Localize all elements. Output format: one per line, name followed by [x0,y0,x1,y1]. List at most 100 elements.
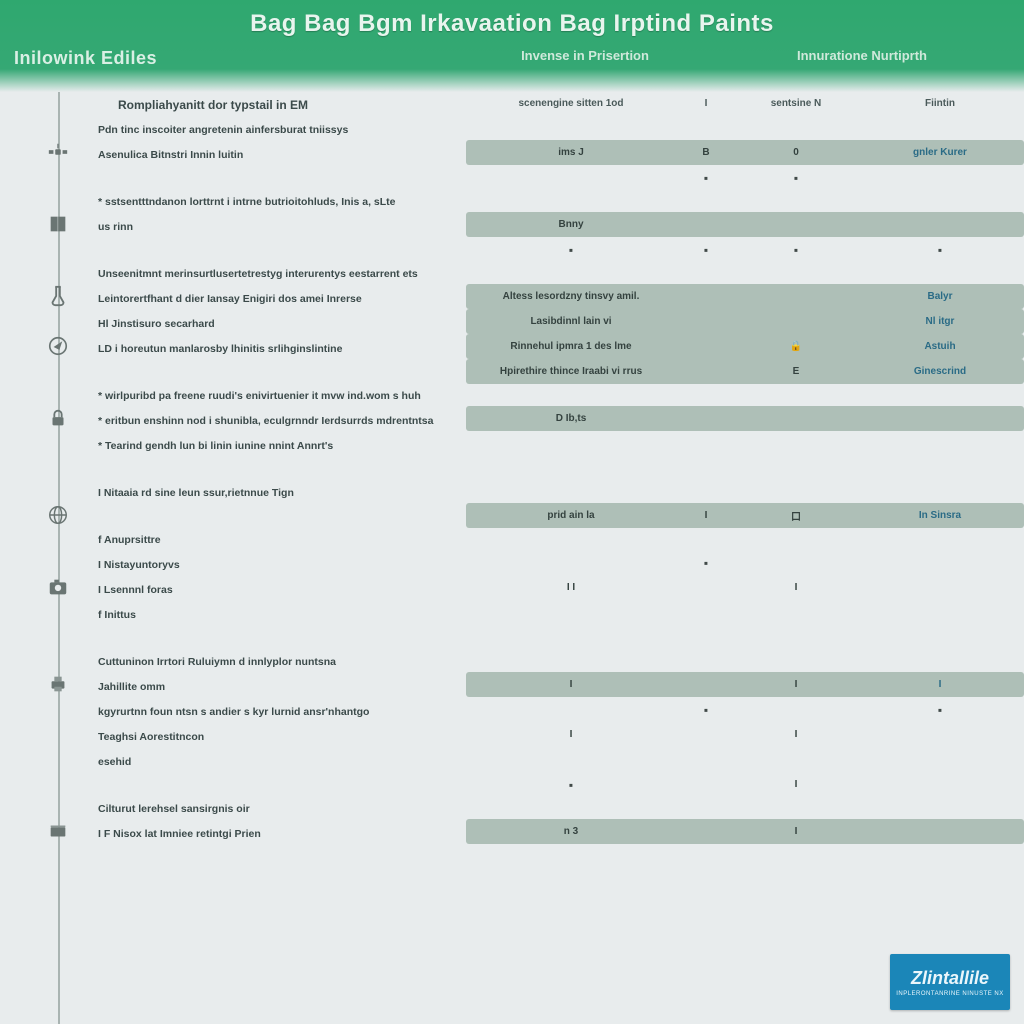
col-header-a: scenengine sitten 1od [466,98,676,109]
brand-badge-main: Zlintallile [911,968,989,989]
left-column: Rompliahyanitt dor typstail in EMPdn tin… [0,92,466,1024]
cell-c: I [736,779,856,790]
value-row: Rinnehul ipmra 1 des lme🔒Astuih [466,334,1024,359]
cell-c: 0 [736,147,856,158]
col-header-d: Fiintin [856,98,1024,109]
subhead-right: Innuratione Nurtiprth [710,48,1014,69]
row-label: I F Nisox lat Imniee retintgi Prien [78,828,458,840]
row-label: f Inittus [78,609,458,621]
row-label: * wirlpuribd pa freene ruudi's enivirtue… [78,390,458,402]
cell-c: I [736,679,856,690]
table-row: * Tearind gendh lun bi linin iunine nnin… [78,434,458,459]
row-label: Pdn tinc inscoiter angretenin ainfersbur… [78,124,458,136]
cell-a: prid ain la [466,510,676,521]
table-row: f Inittus [78,603,458,628]
row-label: Hl Jinstisuro secarhard [78,318,458,330]
brand-badge: Zlintallile INPLERONTANRINE NINUSTE NX [890,954,1010,1010]
value-row: ▪▪ [466,165,1024,190]
brand-badge-sub: INPLERONTANRINE NINUSTE NX [896,991,1004,997]
table-row: Asenulica Bitnstri Innin luitin [78,143,458,168]
cell-a: I I [466,582,676,593]
col-header-c: sentsine N [736,98,856,109]
row-label: Leintorertfhant d dier Iansay Enigiri do… [78,293,458,305]
table-row: LD i horeutun manlarosby lhinitis srlihg… [78,337,458,362]
cell-b: I [676,510,736,521]
cell-a: ▪ [466,778,676,792]
cell-c: I [736,729,856,740]
cell-c: 🔒 [736,341,856,352]
right-column: scenengine sitten 1od I sentsine N Fiint… [466,92,1024,1024]
value-row: ims JB0gnler Kurer [466,140,1024,165]
subhead-row: Inilowink Ediles Invense in Prisertion I… [0,48,1024,69]
row-label: esehid [78,756,458,768]
table-row: kgyrurtnn foun ntsn s andier s kyr lurni… [78,700,458,725]
cell-a: D Ib,ts [466,413,676,424]
value-row [466,747,1024,772]
book-icon [44,210,72,238]
scanner-icon [44,817,72,845]
table-row: Unseenitmnt merinsurtlusertetrestyg inte… [78,262,458,287]
cell-c: E [736,366,856,377]
cell-b: ▪ [676,243,736,257]
cell-d: In Sinsra [856,510,1024,521]
header-banner: Bag Bag Bgm Irkavaation Bag Irptind Pain… [0,0,1024,92]
value-row: ▪I [466,772,1024,797]
table-row: Cilturut lerehsel sansirgnis oir [78,797,458,822]
table-row: Jahillite omm [78,675,458,700]
table-row: I Lsennnl foras [78,578,458,603]
compass-icon [44,332,72,360]
cell-b: ▪ [676,556,736,570]
subhead-mid: Invense in Prisertion [460,48,710,69]
cell-c: I [736,582,856,593]
satellite-icon [44,138,72,166]
printer-icon [44,670,72,698]
table-row: Leintorertfhant d dier Iansay Enigiri do… [78,287,458,312]
row-label: us rinn [78,221,458,233]
table-row: * wirlpuribd pa freene ruudi's enivirtue… [78,384,458,409]
table-row: Hl Jinstisuro secarhard [78,312,458,337]
table-area: Rompliahyanitt dor typstail in EMPdn tin… [0,92,1024,1024]
cell-c: 口 [736,508,856,523]
value-row: Hpirethire thince Iraabi vi rrusEGinescr… [466,359,1024,384]
row-label: I Lsennnl foras [78,584,458,596]
value-row: II [466,722,1024,747]
row-label: Unseenitmnt merinsurtlusertetrestyg inte… [78,268,458,280]
page-title: Bag Bag Bgm Irkavaation Bag Irptind Pain… [0,6,1024,38]
table-row: Cuttuninon Irrtori Ruluiymn d innlyplor … [78,650,458,675]
cell-a: Hpirethire thince Iraabi vi rrus [466,366,676,377]
cell-d: I [856,679,1024,690]
cell-b: ▪ [676,171,736,185]
value-row [466,625,1024,650]
cell-b: ▪ [676,703,736,717]
cell-d: Balyr [856,291,1024,302]
cell-a: Lasibdinnl lain vi [466,316,676,327]
table-row: Pdn tinc inscoiter angretenin ainfersbur… [78,118,458,143]
cell-d: Astuih [856,341,1024,352]
globe-icon [44,501,72,529]
table-row: I F Nisox lat Imniee retintgi Prien [78,822,458,847]
column-header-row: scenengine sitten 1od I sentsine N Fiint… [466,92,1024,114]
cell-d: Nl itgr [856,316,1024,327]
value-row [466,844,1024,869]
table-row: * eritbun enshinn nod i shunibla, eculgr… [78,409,458,434]
value-row: III [466,672,1024,697]
row-label: Cilturut lerehsel sansirgnis oir [78,803,458,815]
lock-icon [44,404,72,432]
cell-a: I [466,729,676,740]
value-row [466,600,1024,625]
value-row: I II [466,575,1024,600]
cell-d: gnler Kurer [856,147,1024,158]
value-row: ▪▪▪▪ [466,237,1024,262]
table-row: esehid [78,750,458,775]
value-row [466,431,1024,456]
value-row: ▪ [466,550,1024,575]
cell-c: I [736,826,856,837]
cell-a: Altess lesordzny tinsvy amil. [466,291,676,302]
table-row: Teaghsi Aorestitncon [78,725,458,750]
table-row: * sstsentttndanon lorttrnt i intrne butr… [78,190,458,215]
value-row: Bnny [466,212,1024,237]
table-row: I Nitaaia rd sine leun ssur,rietnnue Tig… [78,481,458,506]
table-row: I Nistayuntoryvs [78,553,458,578]
row-label: Cuttuninon Irrtori Ruluiymn d innlyplor … [78,656,458,668]
value-row: n 3I [466,819,1024,844]
